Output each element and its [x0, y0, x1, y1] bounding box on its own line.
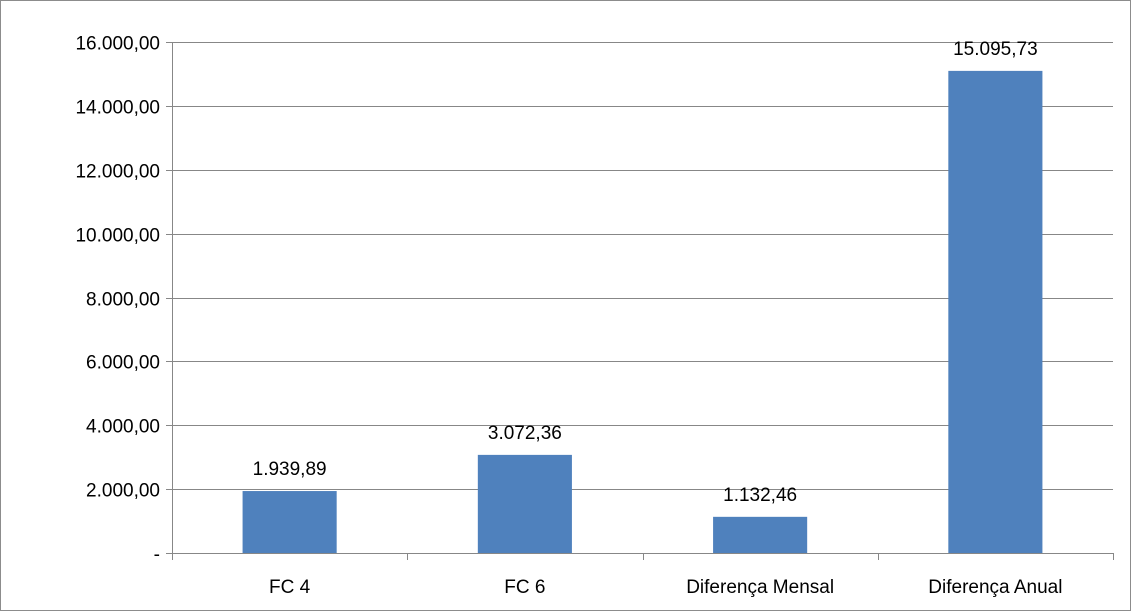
y-tick-label: 14.000,00	[75, 98, 160, 119]
y-tick-labels: - 2.000,00 4.000,00 6.000,00 8.000,00 10.000,…	[75, 34, 160, 566]
y-tick-label: 12.000,00	[75, 162, 160, 183]
y-tick-label: 8.000,00	[86, 290, 160, 311]
bars	[242, 70, 1043, 553]
bar-2	[477, 454, 572, 553]
axes	[166, 42, 1114, 560]
data-label: 3.072,36	[488, 423, 562, 444]
x-category-label: Diferença Anual	[928, 577, 1062, 598]
data-labels: 1.939,89 3.072,36 1.132,46 15.095,73	[253, 39, 1038, 506]
bar-1	[242, 491, 337, 553]
data-label: 1.132,46	[723, 485, 797, 506]
gridlines	[172, 42, 1113, 490]
y-tick-label: 10.000,00	[75, 226, 160, 247]
bar-4	[948, 70, 1043, 553]
bar-3	[713, 516, 808, 553]
x-category-label: Diferença Mensal	[686, 577, 834, 598]
y-tick-label: 6.000,00	[86, 353, 160, 374]
y-tick-label: 2.000,00	[86, 481, 160, 502]
x-category-labels: FC 4 FC 6 Diferença Mensal Diferença Anual	[269, 577, 1062, 598]
y-tick-label: 16.000,00	[75, 34, 160, 55]
data-label: 15.095,73	[953, 39, 1038, 60]
y-tick-label: 4.000,00	[86, 417, 160, 438]
data-label: 1.939,89	[253, 459, 327, 480]
x-category-label: FC 4	[269, 577, 311, 598]
x-category-label: FC 6	[504, 577, 545, 598]
y-tick-label: -	[154, 545, 160, 566]
